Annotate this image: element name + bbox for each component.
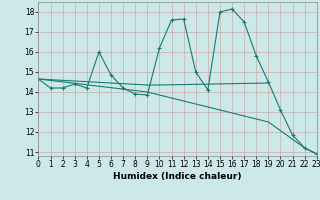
X-axis label: Humidex (Indice chaleur): Humidex (Indice chaleur) xyxy=(113,172,242,181)
